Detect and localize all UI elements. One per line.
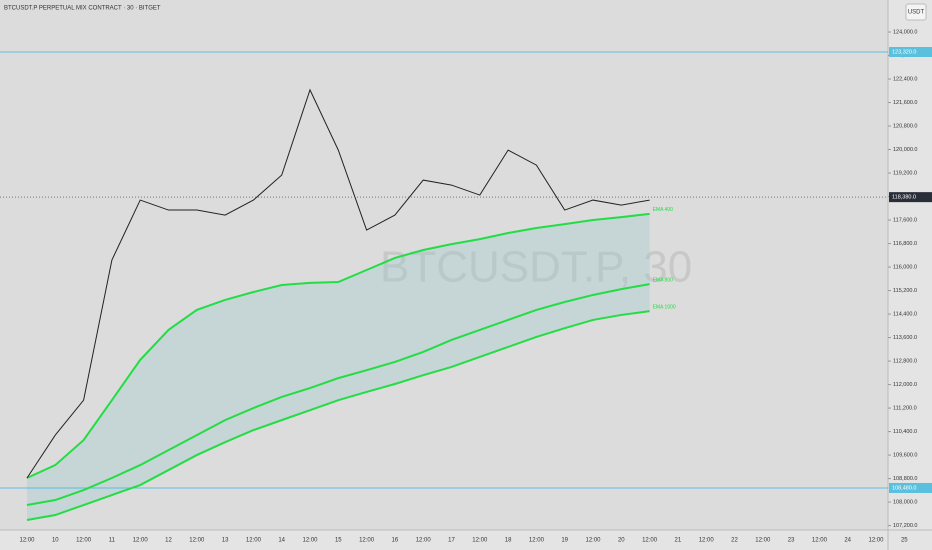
y-tick-label: 121,600.0 — [893, 100, 917, 106]
last-price-label: 118,380.0 — [892, 195, 916, 201]
x-tick-label: 12:00 — [76, 538, 92, 544]
y-tick-label: 120,000.0 — [893, 147, 917, 153]
y-tick-label: 112,000.0 — [893, 382, 917, 388]
x-tick-label: 12:00 — [133, 538, 149, 544]
x-tick-label: 12:00 — [359, 538, 375, 544]
x-tick-label: 12:00 — [416, 538, 432, 544]
x-tick-label: 16 — [392, 538, 399, 544]
x-tick-label: 17 — [448, 538, 455, 544]
y-tick-label: 122,400.0 — [893, 76, 917, 82]
x-tick-label: 12:00 — [19, 538, 35, 544]
x-tick-label: 20 — [618, 538, 625, 544]
x-tick-label: 12:00 — [189, 538, 205, 544]
x-tick-label: 18 — [505, 538, 512, 544]
y-tick-label: 124,000.0 — [893, 29, 917, 35]
ema-line — [26, 283, 650, 507]
y-tick-label: 108,000.0 — [893, 500, 917, 506]
x-tick-label: 15 — [335, 538, 342, 544]
y-tick-label: 116,000.0 — [893, 265, 917, 271]
x-tick-label: 22 — [731, 538, 738, 544]
y-tick-label: 116,800.0 — [893, 241, 917, 247]
last-price-tag — [889, 192, 932, 203]
x-tick-label: 12:00 — [246, 538, 262, 544]
x-tick-label: 12 — [165, 538, 172, 544]
x-tick-label: 10 — [52, 538, 59, 544]
level-tag — [889, 47, 932, 58]
x-tick-label: 11 — [109, 538, 116, 544]
ema-label: EMA 800 — [653, 277, 674, 283]
price-axis-bg — [888, 0, 932, 550]
y-tick-label: 109,600.0 — [893, 453, 917, 459]
x-tick-label: 12:00 — [529, 538, 545, 544]
watermark: BTCUSDT.P, 30 — [380, 243, 692, 292]
y-tick-label: 111,200.0 — [893, 406, 917, 412]
x-tick-label: 12:00 — [812, 538, 828, 544]
x-tick-label: 12:00 — [302, 538, 318, 544]
y-tick-label: 108,800.0 — [893, 476, 917, 482]
x-tick-label: 14 — [278, 538, 285, 544]
x-tick-label: 12:00 — [472, 538, 488, 544]
level-tag — [889, 482, 932, 493]
ema-line — [26, 310, 650, 521]
x-tick-label: 25 — [901, 538, 908, 544]
y-tick-label: 120,800.0 — [893, 123, 917, 129]
y-tick-label: 114,400.0 — [893, 312, 917, 318]
y-tick-label: 119,200.0 — [893, 170, 917, 176]
x-tick-label: 12:00 — [642, 538, 658, 544]
currency-button-label[interactable]: USDT — [908, 10, 925, 16]
x-tick-label: 12:00 — [585, 538, 601, 544]
x-tick-label: 12:00 — [755, 538, 771, 544]
ema-label: EMA 1000 — [653, 304, 676, 310]
x-tick-label: 19 — [561, 538, 568, 544]
x-tick-label: 13 — [222, 538, 229, 544]
chart-title: BTCUSDT.P PERPETUAL MIX CONTRACT · 30 · … — [4, 6, 161, 12]
plot-bg — [0, 0, 888, 530]
x-tick-label: 12:00 — [699, 538, 715, 544]
x-tick-label: 12:00 — [868, 538, 884, 544]
x-tick-label: 24 — [844, 538, 851, 544]
y-tick-label: 112,800.0 — [893, 359, 917, 365]
ema-line — [26, 212, 650, 479]
ema-label: EMA 400 — [653, 207, 674, 213]
price-line — [26, 88, 650, 479]
y-tick-label: 115,200.0 — [893, 288, 917, 294]
y-tick-label: 113,600.0 — [893, 335, 917, 341]
level-tag-label: 108,480.0 — [892, 485, 916, 491]
y-tick-label: 107,200.0 — [893, 523, 917, 529]
time-axis-bg — [0, 530, 888, 550]
x-tick-label: 21 — [675, 538, 682, 544]
currency-button[interactable] — [905, 3, 927, 21]
level-tag-label: 123,320.0 — [892, 49, 916, 55]
y-tick-label: 117,600.0 — [893, 218, 917, 224]
y-tick-label: 110,400.0 — [893, 429, 917, 435]
x-tick-label: 23 — [788, 538, 795, 544]
